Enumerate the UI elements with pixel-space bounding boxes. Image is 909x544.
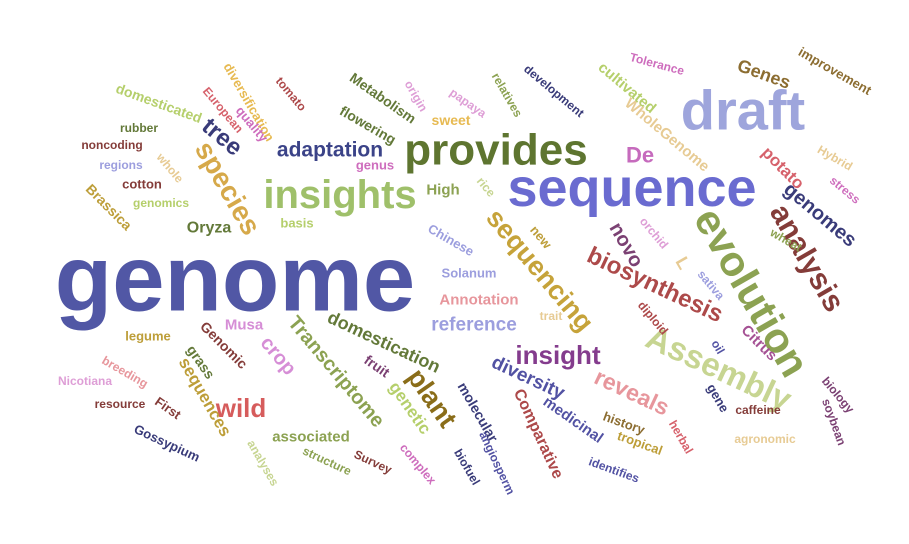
word-potato: potato xyxy=(758,143,808,193)
word-draft: draft xyxy=(681,79,805,142)
word-improvement: improvement xyxy=(796,44,875,98)
word-noncoding: noncoding xyxy=(81,138,142,152)
word-insights: insights xyxy=(263,173,416,217)
word-tomato: tomato xyxy=(273,74,309,114)
word-nicotiana: Nicotiana xyxy=(58,374,112,388)
word-biofuel: biofuel xyxy=(451,446,483,487)
word-reveals: reveals xyxy=(591,363,674,420)
word-insight: insight xyxy=(515,340,601,370)
word-resource: resource xyxy=(95,397,146,411)
word-oryza: Oryza xyxy=(187,220,232,237)
word-angiosperm: angiosperm xyxy=(476,429,517,497)
word-chinese: Chinese xyxy=(425,221,476,259)
word-regions: regions xyxy=(99,158,143,172)
word-genus: genus xyxy=(356,158,394,173)
word-rubber: rubber xyxy=(120,121,158,135)
word-crop: crop xyxy=(256,332,301,379)
word-solanum: Solanum xyxy=(442,266,497,281)
word-agronomic: agronomic xyxy=(734,432,796,446)
word-fruit: fruit xyxy=(361,352,393,381)
word-herbal: herbal xyxy=(666,418,696,456)
word-domesticated: domesticated xyxy=(114,80,204,126)
word-reference: reference xyxy=(431,315,517,336)
word-provides: provides xyxy=(404,126,587,175)
word-rice: rice xyxy=(474,174,499,200)
word-associated: associated xyxy=(272,429,350,446)
word-survey: Survey xyxy=(352,447,394,477)
word-de: De xyxy=(626,143,654,168)
word-tolerance: Tolerance xyxy=(628,50,686,78)
word-sequence: sequence xyxy=(507,158,756,218)
word-legume: legume xyxy=(125,329,171,344)
word-sweet: sweet xyxy=(432,112,471,128)
word-first: First xyxy=(152,394,184,423)
word-complex: complex xyxy=(397,441,439,488)
word-genomics: genomics xyxy=(133,196,189,210)
word-gossypium: Gossypium xyxy=(132,421,203,465)
word-l: L xyxy=(672,253,695,273)
word-genome: genome xyxy=(55,226,415,331)
word-basis: basis xyxy=(280,216,313,231)
word-wild: wild xyxy=(215,393,267,423)
word-caffeine: caffeine xyxy=(735,403,781,417)
word-stress: stress xyxy=(827,173,863,207)
word-high: High xyxy=(426,182,459,199)
word-development: development xyxy=(521,62,587,120)
word-hybrid: Hybrid xyxy=(815,142,855,173)
word-adaptation: adaptation xyxy=(277,139,383,162)
word-relatives: relatives xyxy=(489,70,526,119)
word-orchid: orchid xyxy=(637,214,671,251)
word-structure: structure xyxy=(300,444,353,479)
word-cotton: cotton xyxy=(122,177,162,192)
word-annotation: Annotation xyxy=(439,292,518,309)
word-musa: Musa xyxy=(225,317,264,334)
word-identifies: identifies xyxy=(587,454,642,485)
word-oil: oil xyxy=(708,337,727,356)
word-trait: trait xyxy=(540,309,563,323)
